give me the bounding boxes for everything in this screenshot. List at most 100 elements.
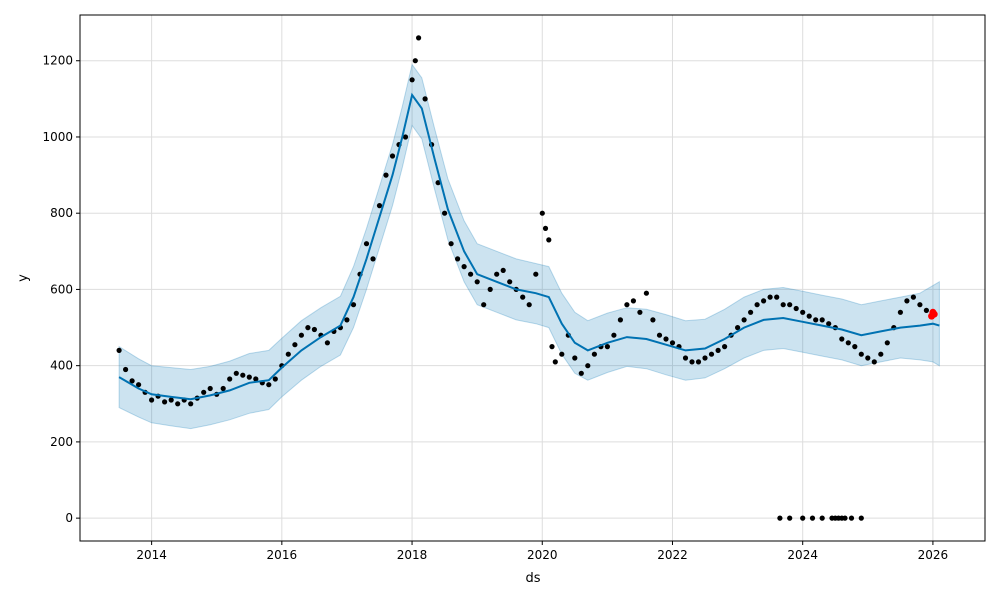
observed-point bbox=[422, 96, 428, 102]
observed-point bbox=[884, 340, 890, 346]
observed-point bbox=[389, 153, 396, 159]
observed-point bbox=[549, 344, 555, 350]
observed-point bbox=[298, 332, 304, 338]
observed-point bbox=[578, 370, 584, 376]
observed-point bbox=[448, 241, 454, 247]
observed-point bbox=[819, 515, 825, 521]
observed-point bbox=[735, 325, 741, 331]
x-tick-label: 2014 bbox=[136, 548, 167, 562]
observed-point bbox=[344, 317, 350, 323]
observed-point bbox=[201, 389, 207, 395]
y-axis-ticks: 0 200 400 600 800 1000 1200 bbox=[42, 54, 80, 525]
observed-point bbox=[806, 313, 812, 319]
observed-point bbox=[695, 359, 702, 365]
observed-point bbox=[240, 372, 246, 378]
observed-point bbox=[910, 294, 917, 300]
observed-point bbox=[188, 401, 194, 407]
observed-point bbox=[507, 279, 513, 285]
observed-point bbox=[305, 325, 311, 331]
observed-point bbox=[848, 515, 855, 521]
observed-point bbox=[116, 347, 122, 353]
observed-point bbox=[650, 317, 656, 323]
observed-point bbox=[702, 355, 708, 361]
observed-point bbox=[383, 172, 389, 178]
x-tick-label: 2022 bbox=[657, 548, 688, 562]
observed-point bbox=[253, 376, 259, 382]
observed-point bbox=[266, 382, 272, 388]
observed-point bbox=[220, 385, 226, 392]
observed-point bbox=[546, 237, 552, 243]
x-axis-label: ds bbox=[525, 571, 540, 586]
observed-point bbox=[591, 351, 598, 357]
y-tick-label: 600 bbox=[50, 282, 73, 296]
observed-point bbox=[533, 271, 539, 277]
observed-point bbox=[787, 302, 793, 308]
observed-point bbox=[708, 351, 715, 357]
forecast-line-path bbox=[118, 92, 940, 401]
observed-point bbox=[129, 378, 135, 384]
observed-point bbox=[136, 382, 142, 388]
observed-point bbox=[800, 309, 806, 315]
observed-point bbox=[442, 210, 448, 216]
observed-point bbox=[526, 302, 532, 308]
y-axis-label: y bbox=[16, 274, 31, 282]
observed-point bbox=[748, 309, 754, 315]
observed-point bbox=[800, 515, 806, 521]
observed-point bbox=[611, 332, 617, 338]
observed-point bbox=[858, 515, 864, 521]
highlight-points bbox=[928, 308, 938, 320]
grid bbox=[80, 15, 985, 541]
observed-point bbox=[455, 256, 461, 262]
x-tick-label: 2016 bbox=[267, 548, 298, 562]
observed-point bbox=[923, 307, 930, 313]
observed-point bbox=[500, 267, 506, 273]
observed-point bbox=[793, 305, 799, 312]
observed-point bbox=[845, 340, 851, 346]
observed-point bbox=[777, 515, 783, 521]
observed-point bbox=[767, 294, 773, 300]
observed-point bbox=[572, 355, 578, 361]
observed-point bbox=[162, 399, 168, 405]
observed-point bbox=[682, 355, 689, 361]
observed-point bbox=[435, 180, 441, 186]
observed-point bbox=[285, 351, 291, 357]
observed-point bbox=[370, 256, 376, 262]
observed-points bbox=[116, 35, 930, 521]
observed-point bbox=[865, 355, 871, 361]
observed-point bbox=[363, 241, 370, 247]
observed-point bbox=[324, 340, 330, 346]
observed-point bbox=[871, 359, 877, 365]
y-tick-label: 200 bbox=[50, 435, 73, 449]
observed-point bbox=[474, 279, 480, 285]
observed-point bbox=[149, 397, 155, 403]
observed-point bbox=[461, 264, 467, 270]
observed-point bbox=[520, 294, 526, 300]
y-tick-label: 1000 bbox=[42, 130, 73, 144]
observed-point bbox=[787, 515, 793, 521]
observed-point bbox=[552, 359, 558, 365]
x-tick-label: 2020 bbox=[527, 548, 558, 562]
observed-point bbox=[412, 58, 418, 64]
observed-point bbox=[539, 210, 545, 216]
y-tick-label: 0 bbox=[65, 511, 73, 525]
x-tick-label: 2024 bbox=[787, 548, 818, 562]
observed-point bbox=[809, 515, 816, 521]
observed-point bbox=[826, 321, 832, 327]
observed-point bbox=[904, 298, 910, 304]
observed-point bbox=[624, 302, 630, 308]
observed-point bbox=[487, 286, 493, 292]
observed-point bbox=[272, 376, 278, 382]
observed-point bbox=[761, 298, 767, 304]
forecast-line bbox=[118, 92, 940, 401]
observed-point bbox=[630, 298, 637, 304]
observed-point bbox=[643, 290, 650, 296]
observed-point bbox=[168, 397, 174, 403]
observed-point bbox=[376, 203, 383, 209]
uncertainty-band bbox=[118, 63, 940, 430]
observed-point bbox=[227, 376, 233, 382]
observed-point bbox=[350, 302, 357, 308]
observed-point bbox=[689, 359, 695, 365]
observed-point bbox=[468, 271, 474, 277]
